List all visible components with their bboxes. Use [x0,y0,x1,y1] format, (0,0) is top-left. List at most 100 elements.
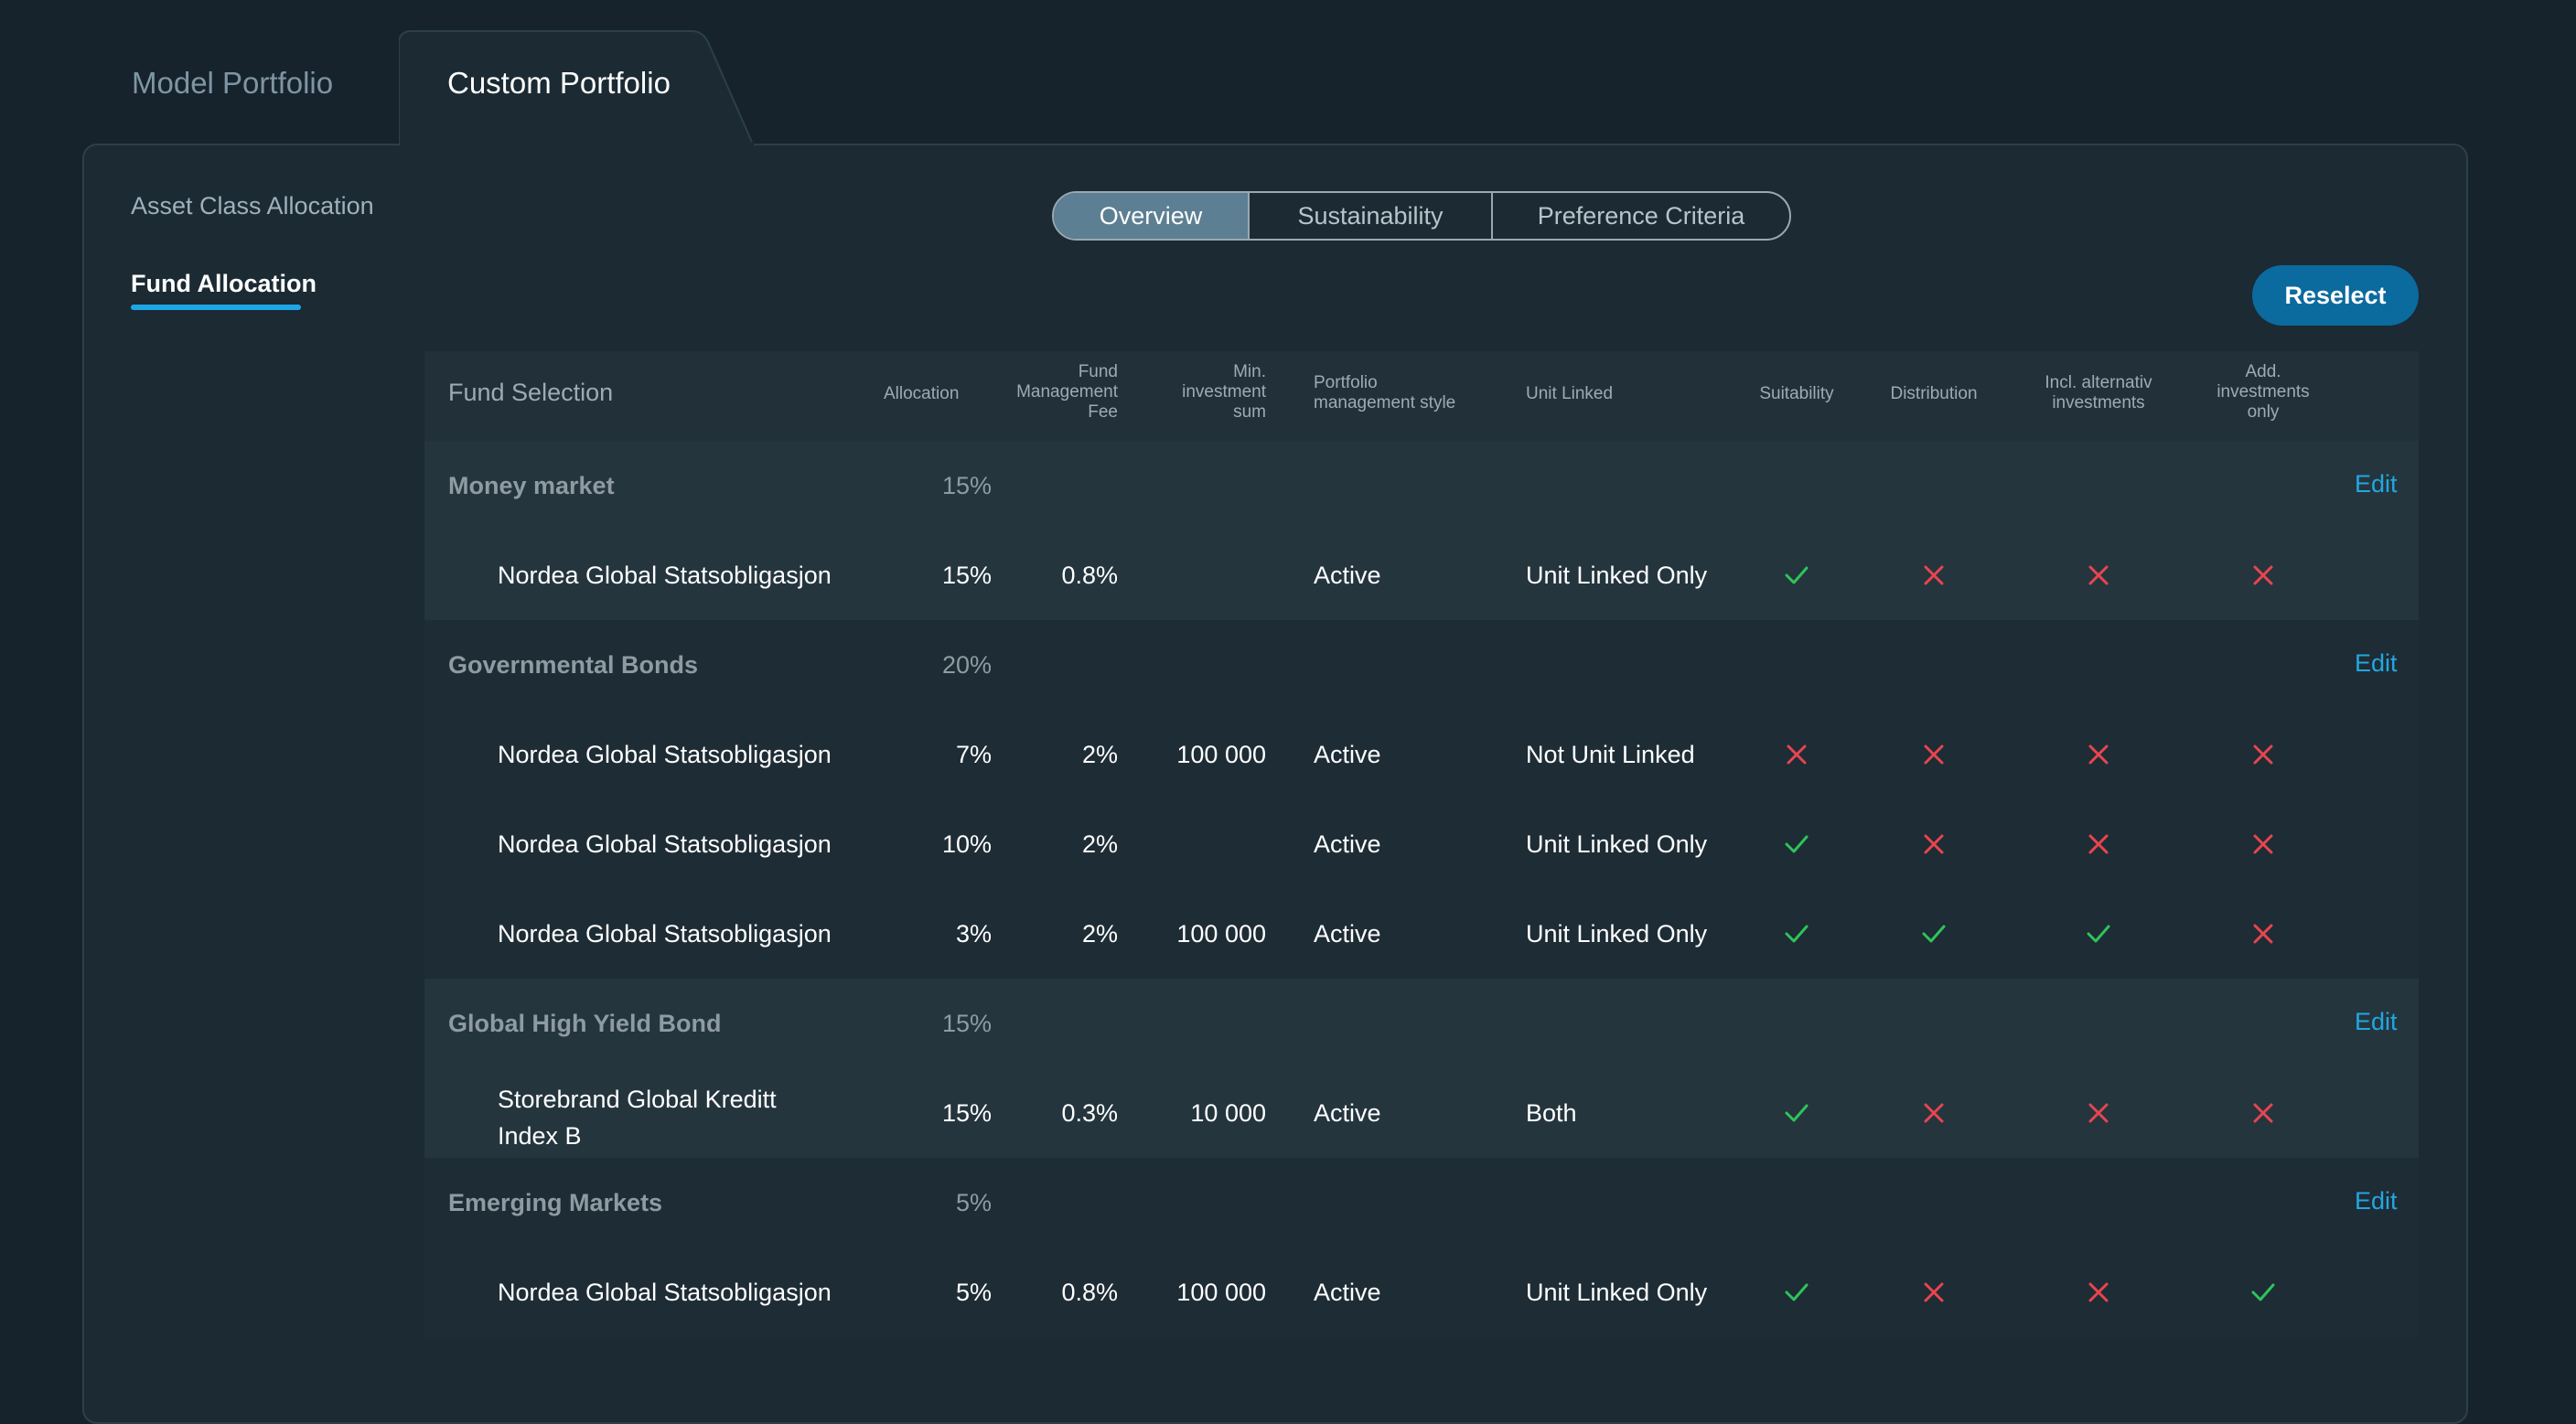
header-fund-selection: Fund Selection [448,379,614,406]
fund-min-investment: 100 000 [1176,920,1266,948]
cross-icon [2088,1282,2109,1302]
edit-button[interactable]: Edit [2355,470,2398,498]
edit-button[interactable]: Edit [2355,1008,2398,1035]
fund-table: Fund Selection Allocation Fund Management… [424,351,2419,1337]
tab-joint [401,142,754,147]
fund-min-investment: 100 000 [1176,1279,1266,1306]
fund-min-investment: 100 000 [1176,741,1266,768]
group-money-market: Money market 15% Edit Nordea Global Stat… [424,441,2419,620]
fund-fee: 0.3% [1061,1099,1118,1127]
group-governmental-bonds: Governmental Bonds 20% Edit Nordea Globa… [424,620,2419,979]
segment-preference-criteria[interactable]: Preference Criteria [1491,193,1789,239]
view-switcher: Overview Sustainability Preference Crite… [1052,191,1791,241]
fund-style: Active [1314,562,1381,589]
fund-name: Nordea Global Statsobligasjon [498,920,832,948]
cross-icon [1924,834,1944,854]
segment-sustainability[interactable]: Sustainability [1248,193,1491,239]
table-row: Nordea Global Statsobligasjon 3% 2% 100 … [424,889,2419,979]
cross-icon [2253,1103,2273,1123]
nav-asset-class-allocation[interactable]: Asset Class Allocation [131,192,374,219]
fund-min-investment: 10 000 [1190,1099,1266,1127]
cross-icon [2253,565,2273,585]
fund-fee: 2% [1081,741,1118,768]
nav-fund-allocation[interactable]: Fund Allocation [131,270,317,297]
check-icon [1785,925,1809,943]
check-icon [2251,1283,2275,1301]
fund-name: Nordea Global Statsobligasjon [498,741,832,768]
cross-icon [2088,1103,2109,1123]
fund-unit-linked: Unit Linked Only [1526,830,1708,858]
tab-model-portfolio[interactable]: Model Portfolio [132,66,334,100]
edit-button[interactable]: Edit [2355,1187,2398,1215]
fund-unit-linked: Unit Linked Only [1526,1279,1708,1306]
fund-name: Nordea Global Statsobligasjon [498,562,832,589]
check-icon [1785,566,1809,584]
cross-icon [2253,744,2273,765]
group-emerging-markets: Emerging Markets 5% Edit Nordea Global S… [424,1158,2419,1337]
group-allocation: 20% [941,651,992,679]
edit-button[interactable]: Edit [2355,649,2398,677]
group-header-row: Emerging Markets 5% Edit [424,1158,2419,1247]
cross-icon [2088,565,2109,585]
group-global-high-yield-bond: Global High Yield Bond 15% Edit Storebra… [424,979,2419,1158]
check-icon [1922,925,1946,943]
fund-unit-linked: Not Unit Linked [1526,741,1695,768]
fund-style: Active [1314,1099,1381,1127]
reselect-button[interactable]: Reselect [2252,265,2419,326]
header-min-investment: Min. investment sum [1182,362,1266,422]
fund-name: Nordea Global Statsobligasjon [498,1279,832,1306]
check-icon [1785,1104,1809,1122]
fund-allocation: 5% [955,1279,992,1306]
cross-icon [1924,1103,1944,1123]
fund-fee: 0.8% [1061,562,1118,589]
group-header-row: Global High Yield Bond 15% Edit [424,979,2419,1068]
fund-unit-linked: Unit Linked Only [1526,562,1708,589]
header-suitability: Suitability [1759,384,1834,403]
cross-icon [1924,744,1944,765]
cross-icon [2253,834,2273,854]
header-add-investments-only: Add. investments only [2216,362,2310,422]
fund-unit-linked: Both [1526,1099,1577,1127]
group-header-row: Money market 15% Edit [424,441,2419,530]
group-allocation: 15% [941,472,992,499]
fund-fee: 2% [1081,920,1118,948]
group-name: Emerging Markets [448,1189,663,1216]
header-unit-linked: Unit Linked [1526,384,1614,403]
cross-icon [2088,744,2109,765]
table-row: Nordea Global Statsobligasjon 5% 0.8% 10… [424,1247,2419,1337]
cross-icon [1787,744,1807,765]
table-row: Nordea Global Statsobligasjon 15% 0.8% A… [424,530,2419,620]
check-icon [2087,925,2110,943]
fund-style: Active [1314,1279,1381,1306]
group-name: Governmental Bonds [448,651,699,679]
table-row: Nordea Global Statsobligasjon 10% 2% Act… [424,799,2419,889]
fund-name: Nordea Global Statsobligasjon [498,830,832,858]
table-row: Storebrand Global Kreditt Index B 15% 0.… [424,1068,2419,1158]
fund-allocation: 7% [955,741,992,768]
cross-icon [2088,834,2109,854]
fund-name: Storebrand Global Kreditt Index B [498,1086,777,1150]
table-row: Nordea Global Statsobligasjon 7% 2% 100 … [424,710,2419,799]
fund-allocation: 10% [941,830,992,858]
segment-overview[interactable]: Overview [1054,193,1248,239]
fund-style: Active [1314,741,1381,768]
fund-allocation: 15% [941,562,992,589]
cross-icon [1924,565,1944,585]
fund-allocation: 15% [941,1099,992,1127]
tab-custom-portfolio[interactable]: Custom Portfolio [399,29,756,148]
check-icon [1785,1283,1809,1301]
header-alternative-investments: Incl. alternativ investments [2045,373,2152,412]
tab-custom-portfolio-label: Custom Portfolio [447,66,671,100]
group-header-row: Governmental Bonds 20% Edit [424,620,2419,710]
group-allocation: 15% [941,1010,992,1037]
fund-style: Active [1314,920,1381,948]
header-allocation: Allocation [884,384,960,403]
group-allocation: 5% [955,1189,992,1216]
cross-icon [1924,1282,1944,1302]
header-management-style: Portfolio management style [1314,373,1456,412]
fund-allocation: 3% [955,920,992,948]
fund-fee: 0.8% [1061,1279,1118,1306]
fund-fee: 2% [1081,830,1118,858]
nav-active-indicator [131,305,301,310]
table-header: Fund Selection Allocation Fund Management… [424,351,2419,441]
